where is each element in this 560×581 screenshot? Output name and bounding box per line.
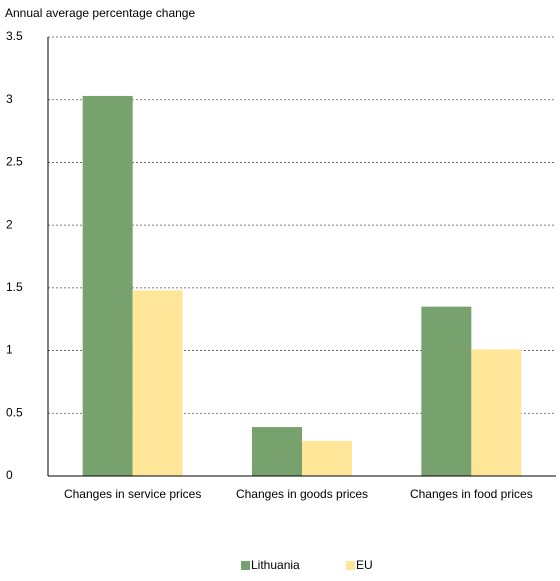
y-tick-label: 2.5 [6, 155, 23, 169]
y-axis-label: Annual average percentage change [5, 6, 195, 20]
bar [302, 440, 352, 476]
y-tick-label: 0 [6, 468, 13, 482]
bar [471, 349, 522, 476]
y-tick-label: 3 [6, 92, 13, 106]
bar [252, 427, 302, 476]
x-tick-label: Changes in goods prices [236, 487, 368, 501]
legend-swatch [346, 561, 355, 570]
bar [132, 290, 183, 476]
legend-label: EU [356, 558, 373, 572]
legend-label: Lithuania [251, 558, 300, 572]
bar [82, 95, 133, 477]
y-tick-label: 3.5 [6, 29, 23, 43]
y-tick-label: 1.5 [6, 280, 23, 294]
y-tick-label: 2 [6, 217, 13, 231]
x-tick-label: Changes in service prices [64, 487, 201, 501]
bar [421, 306, 472, 476]
y-tick-label: 1 [6, 343, 13, 357]
y-tick-label: 0.5 [6, 405, 23, 419]
legend-swatch [241, 561, 250, 570]
x-tick-label: Changes in food prices [410, 487, 533, 501]
